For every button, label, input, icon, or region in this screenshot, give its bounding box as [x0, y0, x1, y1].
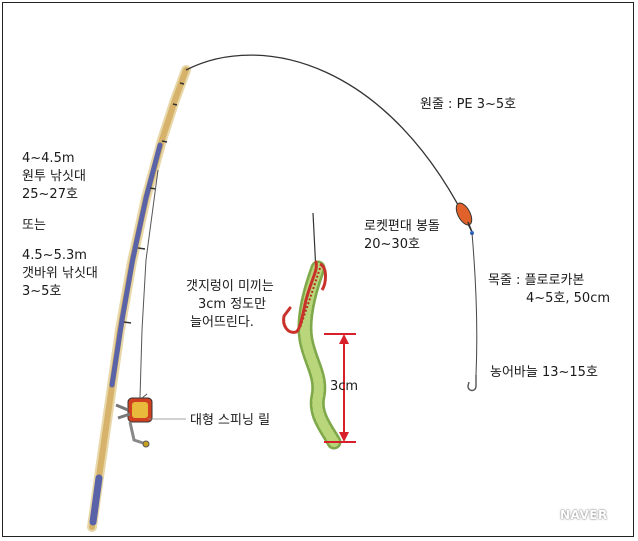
main-line [185, 54, 473, 233]
measure-indicator [324, 333, 356, 443]
sinker-weight: 20~30호 [364, 237, 420, 252]
leader-line [471, 232, 478, 376]
fishing-rod [87, 65, 191, 532]
hook [467, 375, 477, 392]
bait-hook [282, 260, 318, 334]
hook-label: 농어바늘 13~15호 [490, 365, 598, 380]
leader-label: 목줄 : 플로로카본 [488, 273, 585, 288]
rod-spec-length-2: 4.5~5.3m [22, 248, 87, 263]
image-frame [2, 2, 634, 537]
reel-label: 대형 스피닝 릴 [190, 413, 271, 428]
worm-note-line-2: 3cm 정도만 [198, 297, 267, 312]
worm-note-line-1: 갯지렁이 미끼는 [186, 279, 274, 294]
rod-spec-weight-2: 3~5호 [22, 284, 62, 299]
rod-spec-length-1: 4~4.5m [22, 151, 75, 166]
rocket-sinker [455, 202, 474, 235]
leader-spec: 4~5호, 50cm [526, 291, 611, 306]
measure-label: 3cm [330, 379, 359, 394]
rod-spec-or: 또는 [22, 218, 46, 233]
watermark-logo: NAVER [560, 508, 608, 522]
rod-spec-weight-1: 25~27호 [22, 187, 78, 202]
rod-spec-type-1: 원투 낚싯대 [22, 169, 86, 184]
main-line-label: 원줄 : PE 3~5호 [420, 97, 517, 112]
sinker-label: 로켓편대 봉돌 [364, 219, 440, 234]
rod-spec-type-2: 갯바위 낚싯대 [22, 266, 98, 281]
worm-note-line-3: 늘어뜨린다. [190, 315, 254, 330]
worm-bait [282, 212, 342, 450]
spinning-reel-graphic [115, 393, 153, 448]
